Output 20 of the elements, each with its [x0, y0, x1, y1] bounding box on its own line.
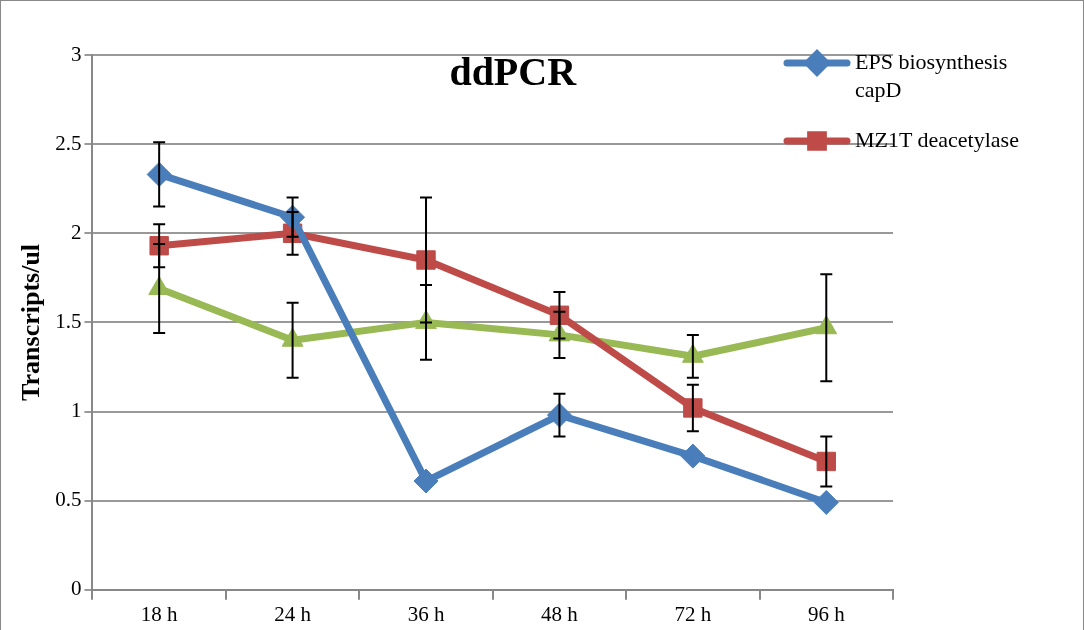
chart-title: ddPCR — [449, 49, 578, 95]
y-tick-label: 0 — [70, 576, 82, 601]
x-tick-label: 24 h — [274, 601, 312, 626]
y-tick-label: 1 — [70, 398, 82, 423]
x-tick-label: 18 h — [140, 601, 179, 626]
y-tick-label: 2.5 — [55, 130, 82, 155]
point — [680, 443, 706, 469]
x-tick-label: 96 h — [807, 601, 846, 626]
point — [813, 489, 839, 515]
y-tick-label: 0.5 — [55, 487, 82, 512]
y-axis-title: Transcripts/ul — [16, 243, 46, 401]
point — [413, 468, 439, 494]
x-tick-label: 48 h — [541, 601, 579, 626]
y-tick-label: 1.5 — [55, 308, 82, 333]
legend-label: MZ1T deacetylase — [855, 126, 1019, 152]
x-tick-label: 72 h — [674, 601, 712, 626]
y-tick-label: 3 — [70, 41, 82, 66]
x-tick-label: 36 h — [407, 601, 445, 626]
legend-label: EPS biosynthesis capD — [855, 48, 1008, 102]
y-tick-label: 2 — [70, 219, 82, 244]
